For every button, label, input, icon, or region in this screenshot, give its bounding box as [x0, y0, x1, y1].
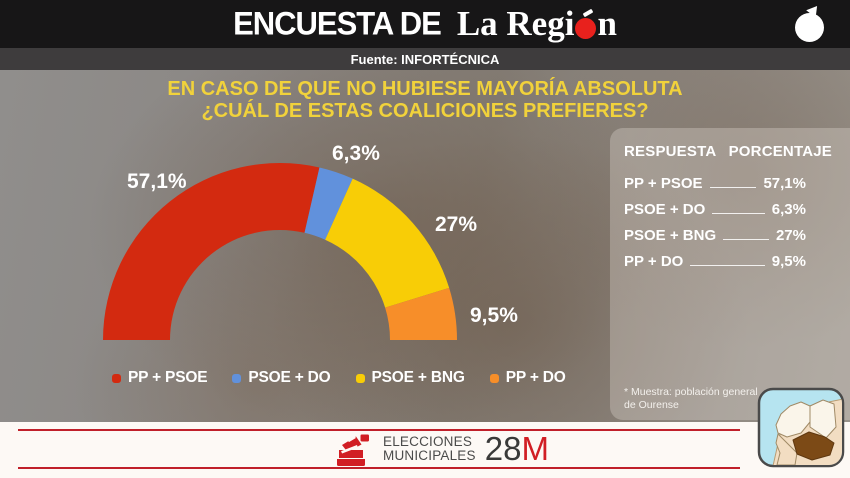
footer-bar: ELECCIONES MUNICIPALES 28M	[0, 422, 850, 478]
chart-value-label: 6,3%	[332, 142, 380, 165]
table-row: PSOE + DO 6,3%	[624, 201, 806, 218]
galicia-map-ourense-icon	[757, 387, 845, 468]
legend-label: PP + PSOE	[128, 369, 208, 386]
brand-text-right: n	[597, 4, 617, 43]
table-row: PP + PSOE 57,1%	[624, 175, 806, 192]
legend-label: PSOE + DO	[248, 369, 331, 386]
table-row: PSOE + BNG 27%	[624, 227, 806, 244]
question-title: EN CASO DE QUE NO HUBIESE MAYORÍA ABSOLU…	[0, 78, 850, 122]
results-panel: RESPUESTA PORCENTAJE PP + PSOE 57,1% PSO…	[610, 128, 850, 420]
results-header-row: RESPUESTA PORCENTAJE	[624, 143, 834, 160]
donut-segment	[385, 287, 457, 340]
question-line-1: EN CASO DE QUE NO HUBIESE MAYORÍA ABSOLU…	[167, 78, 683, 100]
legend-item: PSOE + BNG	[355, 369, 465, 387]
elections-brand: ELECCIONES MUNICIPALES 28M	[332, 431, 549, 467]
row-value: 27%	[775, 227, 806, 244]
row-value: 57,1%	[763, 175, 806, 192]
semicircle-donut-chart	[90, 150, 470, 340]
results-rows: PP + PSOE 57,1% PSOE + DO 6,3% PSOE + BN…	[624, 175, 834, 270]
leader-line	[709, 187, 757, 188]
legend-dot-icon	[489, 373, 499, 383]
chart-value-label: 57,1%	[127, 170, 187, 193]
donut-segment	[304, 167, 353, 240]
row-label: PP + DO	[624, 253, 684, 270]
legend-label: PP + DO	[505, 369, 566, 386]
legend-dot-icon	[112, 373, 121, 383]
legend-dot-icon	[232, 373, 242, 383]
legend-label: PSOE + BNG	[371, 369, 465, 386]
newspaper-logo: La Regi n	[457, 4, 617, 44]
row-value: 6,3%	[771, 201, 806, 218]
column-header-response: RESPUESTA	[624, 143, 717, 160]
legend-item: PP + PSOE	[112, 369, 208, 387]
legend-dot-icon	[355, 373, 365, 383]
legend-item: PP + DO	[489, 369, 566, 387]
source-label: Fuente: INFORTÉCNICA	[350, 51, 500, 67]
column-header-percentage: PORCENTAJE	[728, 143, 832, 160]
table-row: PP + DO 9,5%	[624, 253, 806, 270]
donut-svg	[103, 163, 457, 340]
results-panel-content: RESPUESTA PORCENTAJE PP + PSOE 57,1% PSO…	[610, 128, 850, 270]
sample-footnote: * Muestra: población general de Ourense	[624, 386, 758, 411]
date-letter: M	[521, 429, 549, 467]
chart-value-label: 9,5%	[470, 304, 518, 327]
source-bar: Fuente: INFORTÉCNICA	[0, 48, 850, 70]
legend-item: PSOE + DO	[232, 369, 331, 387]
chart-value-label: 27%	[435, 213, 478, 236]
footer-rule-bottom	[18, 467, 740, 469]
o-circumflex-logo-icon	[795, 13, 824, 42]
question-line-2: ¿CUÁL DE ESTAS COALICIONES PREFIERES?	[201, 100, 649, 122]
leader-line	[690, 265, 765, 266]
brand-text-left: La Regi	[456, 4, 575, 43]
elections-label: ELECCIONES MUNICIPALES	[383, 433, 476, 464]
donut-segment	[103, 163, 320, 340]
row-value: 9,5%	[771, 253, 806, 270]
row-label: PSOE + DO	[624, 201, 706, 218]
election-date: 28M	[485, 432, 549, 465]
header-bar: ENCUESTA DE La Regi n	[0, 0, 850, 48]
leader-line	[712, 213, 765, 214]
date-number: 28	[484, 429, 522, 467]
elections-line-1: ELECCIONES	[383, 433, 473, 449]
show-title: ENCUESTA DE	[233, 5, 442, 42]
row-label: PSOE + BNG	[624, 227, 717, 244]
brand-o-disc-icon	[575, 17, 597, 39]
footer-rule-top	[18, 429, 740, 431]
leader-line	[723, 239, 769, 240]
elections-line-2: MUNICIPALES	[383, 448, 476, 463]
chart-legend: PP + PSOE PSOE + DO PSOE + BNG PP + DO	[112, 369, 566, 387]
donut-segment	[325, 178, 450, 308]
row-label: PP + PSOE	[624, 175, 703, 192]
ballot-box-icon	[337, 434, 369, 466]
